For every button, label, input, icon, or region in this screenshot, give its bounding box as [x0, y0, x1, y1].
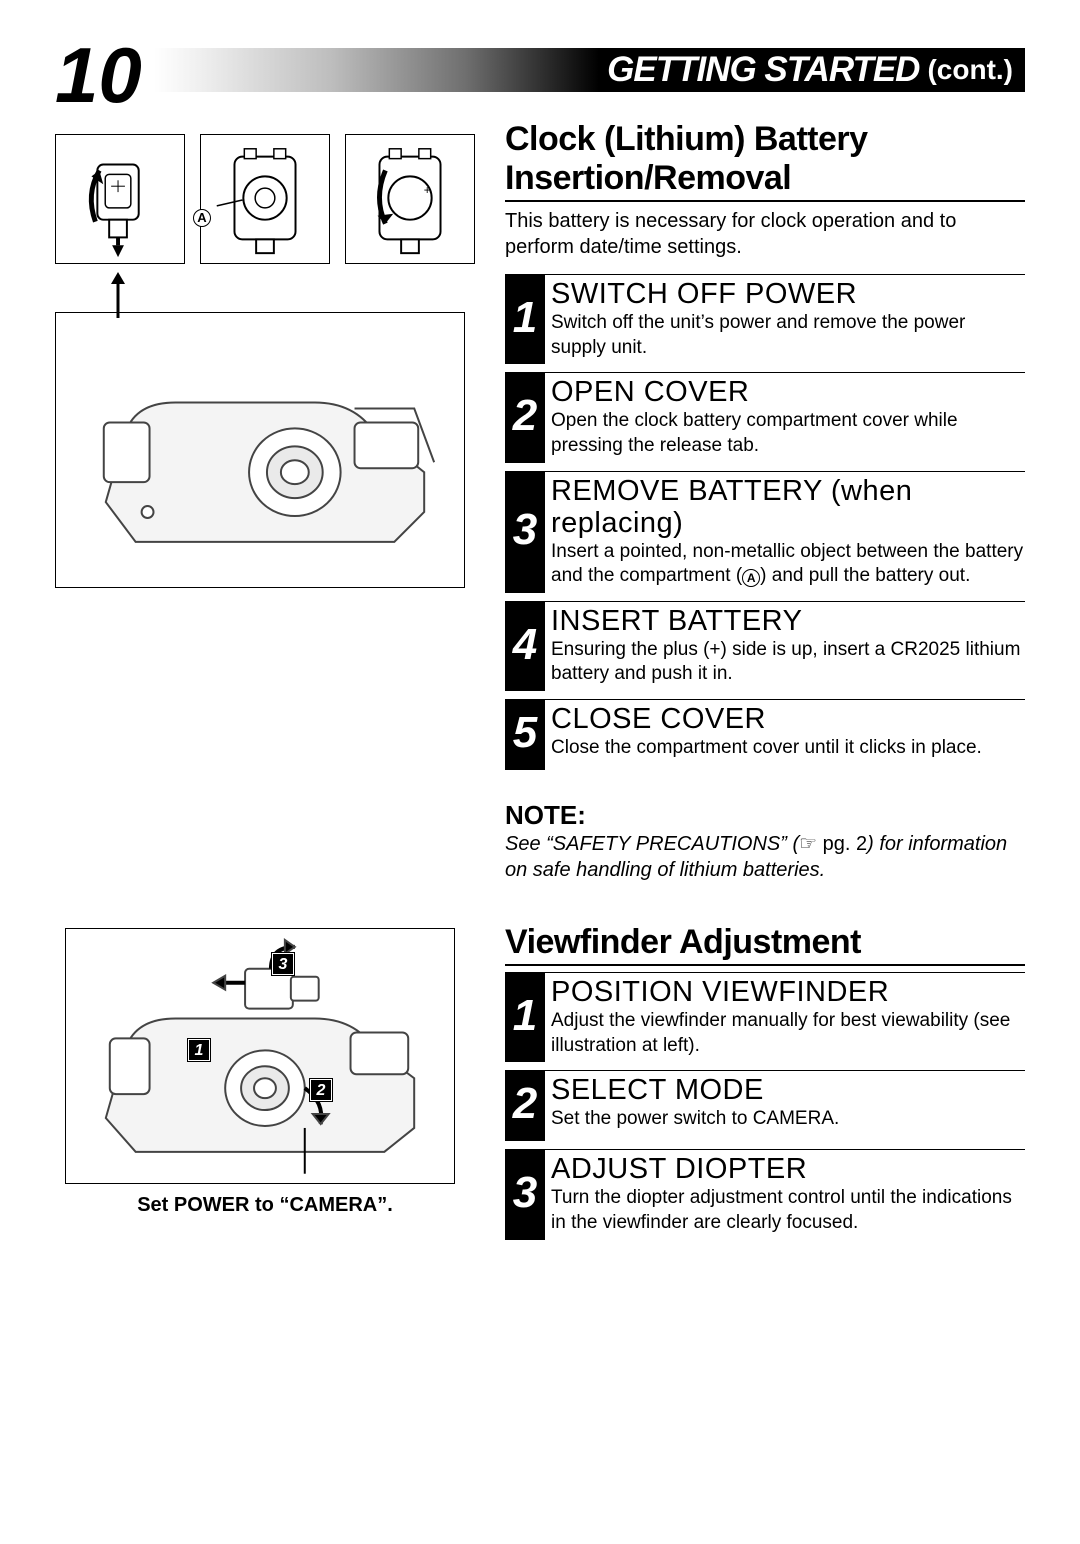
- step: 5CLOSE COVERClose the compartment cover …: [505, 699, 1025, 770]
- battery-diagram-row: A +: [55, 134, 475, 264]
- step-body: OPEN COVEROpen the clock battery compart…: [551, 377, 1025, 462]
- step-number: 1: [505, 973, 545, 1062]
- step-title: INSERT BATTERY: [551, 606, 1025, 638]
- right-column: Clock (Lithium) Battery Insertion/Remova…: [505, 120, 1025, 1247]
- svg-text:+: +: [424, 183, 431, 197]
- step-text: Switch off the unit’s power and remove t…: [551, 311, 1025, 360]
- step-title: POSITION VIEWFINDER: [551, 977, 1025, 1009]
- step-number: 3: [505, 1150, 545, 1239]
- left-column: A +: [55, 120, 475, 1247]
- step-number: 1: [505, 275, 545, 364]
- header-title: GETTING STARTED: [607, 50, 919, 90]
- step-text: Set the power switch to CAMERA.: [551, 1107, 1025, 1132]
- diagram-caption: Set POWER to “CAMERA”.: [55, 1194, 475, 1217]
- header-gradient: [154, 48, 599, 92]
- step-title: CLOSE COVER: [551, 704, 1025, 736]
- note-body: See “SAFETY PRECAUTIONS” (☞ pg. 2) for i…: [505, 831, 1025, 883]
- header-cont: (cont.): [927, 54, 1013, 86]
- header-banner: GETTING STARTED (cont.): [154, 48, 1025, 92]
- step: 2SELECT MODESet the power switch to CAME…: [505, 1070, 1025, 1141]
- callout-1: 1: [188, 1039, 210, 1061]
- step: 1SWITCH OFF POWERSwitch off the unit’s p…: [505, 274, 1025, 364]
- step: 3REMOVE BATTERY (when replacing)Insert a…: [505, 471, 1025, 593]
- diagram-arrow-1: [55, 268, 465, 318]
- step: 2OPEN COVEROpen the clock battery compar…: [505, 372, 1025, 462]
- page-number: 10: [55, 40, 142, 110]
- note-heading: NOTE:: [505, 800, 1025, 831]
- section2-steps: 1POSITION VIEWFINDERAdjust the viewfinde…: [505, 972, 1025, 1240]
- camcorder-diagram-2: 1 2 3: [65, 928, 455, 1184]
- step-text: Insert a pointed, non-metallic object be…: [551, 540, 1025, 589]
- battery-diagram-1: [55, 134, 185, 264]
- battery-diagram-3: +: [345, 134, 475, 264]
- step-body: ADJUST DIOPTERTurn the diopter adjustmen…: [551, 1154, 1025, 1239]
- page-ref-icon: ☞ pg. 2: [799, 833, 867, 855]
- step-number: 2: [505, 373, 545, 462]
- header-title-box: GETTING STARTED (cont.): [599, 48, 1025, 92]
- camcorder-diagram-1: [55, 312, 465, 588]
- section2-title: Viewfinder Adjustment: [505, 923, 1025, 966]
- section1-intro: This battery is necessary for clock oper…: [505, 208, 1025, 260]
- section1-title: Clock (Lithium) Battery Insertion/Remova…: [505, 120, 1025, 202]
- step-text: Ensuring the plus (+) side is up, insert…: [551, 638, 1025, 687]
- step-title: SELECT MODE: [551, 1075, 1025, 1107]
- step-text: Adjust the viewfinder manually for best …: [551, 1009, 1025, 1058]
- step-body: INSERT BATTERYEnsuring the plus (+) side…: [551, 606, 1025, 691]
- page-header: 10 GETTING STARTED (cont.): [55, 40, 1025, 110]
- step-title: ADJUST DIOPTER: [551, 1154, 1025, 1186]
- callout-3: 3: [272, 953, 294, 975]
- step-text: Turn the diopter adjustment control unti…: [551, 1186, 1025, 1235]
- note-pre: See “SAFETY PRECAUTIONS” (: [505, 833, 799, 855]
- a-circle-icon: A: [742, 569, 760, 587]
- step-body: SELECT MODESet the power switch to CAMER…: [551, 1075, 1025, 1141]
- step-number: 5: [505, 700, 545, 770]
- step: 4INSERT BATTERYEnsuring the plus (+) sid…: [505, 601, 1025, 691]
- step-body: SWITCH OFF POWERSwitch off the unit’s po…: [551, 279, 1025, 364]
- step: 3ADJUST DIOPTERTurn the diopter adjustme…: [505, 1149, 1025, 1239]
- step-title: SWITCH OFF POWER: [551, 279, 1025, 311]
- step-text: Open the clock battery compartment cover…: [551, 409, 1025, 458]
- callout-2: 2: [310, 1079, 332, 1101]
- step-number: 3: [505, 472, 545, 593]
- step-title: REMOVE BATTERY (when replacing): [551, 476, 1025, 540]
- section2: Viewfinder Adjustment 1POSITION VIEWFIND…: [505, 923, 1025, 1240]
- section1-steps: 1SWITCH OFF POWERSwitch off the unit’s p…: [505, 274, 1025, 770]
- step-body: POSITION VIEWFINDERAdjust the viewfinder…: [551, 977, 1025, 1062]
- step-text: Close the compartment cover until it cli…: [551, 736, 1025, 761]
- battery-diagram-2: A: [200, 134, 330, 264]
- step-body: CLOSE COVERClose the compartment cover u…: [551, 704, 1025, 770]
- step-title: OPEN COVER: [551, 377, 1025, 409]
- step-number: 2: [505, 1071, 545, 1141]
- step: 1POSITION VIEWFINDERAdjust the viewfinde…: [505, 972, 1025, 1062]
- step-body: REMOVE BATTERY (when replacing)Insert a …: [551, 476, 1025, 593]
- step-number: 4: [505, 602, 545, 691]
